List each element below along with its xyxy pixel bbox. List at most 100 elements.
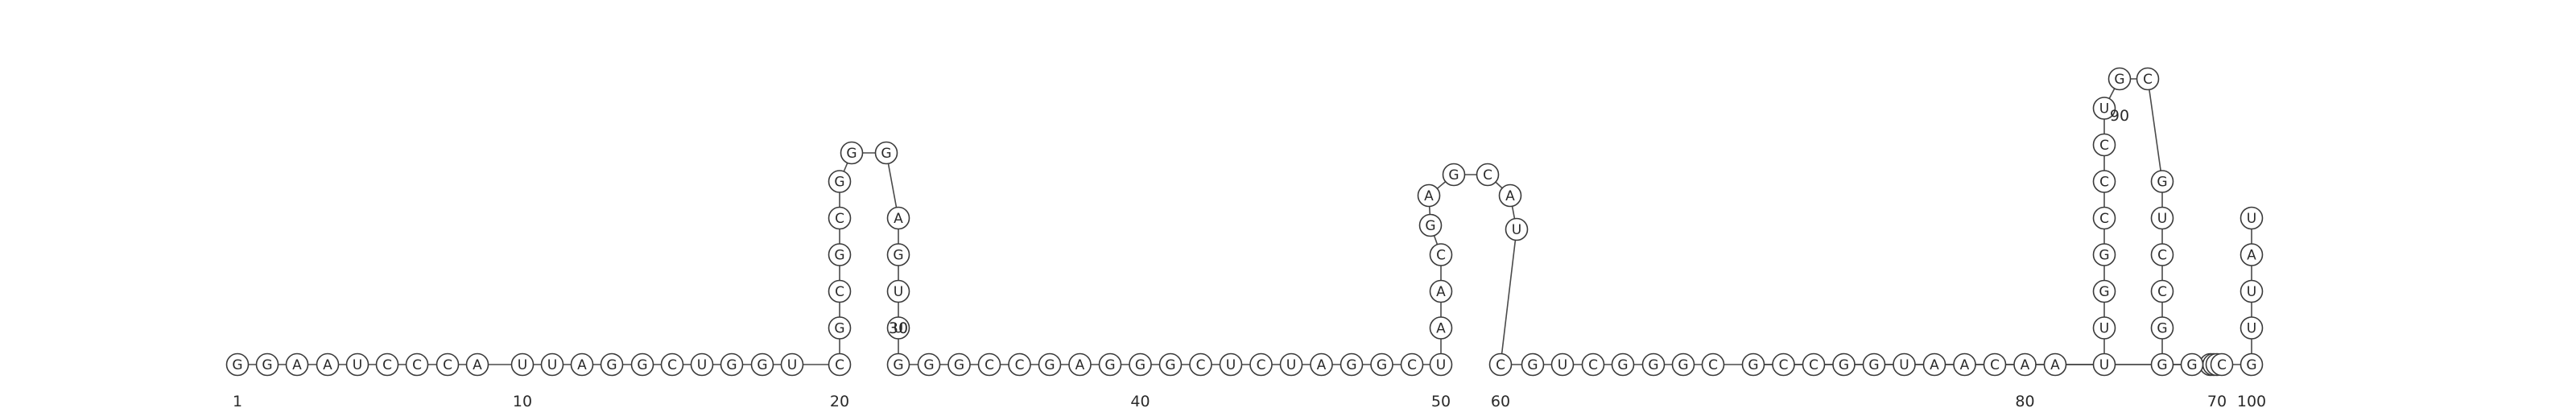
nucleotide: G [1370,352,1393,377]
svg-text:G: G [1425,218,1435,234]
svg-text:G: G [1678,357,1688,373]
nucleotide: C [1772,352,1795,377]
nucleotide: U [2092,352,2116,377]
svg-text:G: G [232,357,242,373]
nucleotide: A [1417,183,1441,208]
svg-text:G: G [1617,357,1628,373]
svg-text:G: G [881,146,891,162]
nucleotide: G [750,352,774,377]
svg-text:U: U [2099,101,2109,117]
svg-text:A: A [1436,284,1446,300]
svg-text:C: C [443,357,452,373]
svg-text:U: U [787,357,797,373]
nucleotide: C [1476,163,1500,187]
svg-text:U: U [2099,321,2109,337]
position-number: 10 [513,393,532,408]
svg-text:C: C [1436,248,1446,264]
svg-text:U: U [697,357,707,373]
svg-text:A: A [577,357,587,373]
svg-text:G: G [893,248,903,264]
svg-text:G: G [1135,357,1146,373]
nucleotide: U [1505,217,1529,241]
svg-text:C: C [2143,72,2153,88]
svg-text:C: C [1196,357,1206,373]
svg-text:A: A [1960,357,1970,373]
svg-text:A: A [323,357,332,373]
nucleotide: A [2013,352,2037,377]
nucleotide: A [1953,352,1976,377]
nucleotide: U [2240,206,2264,230]
nucleotide: C [436,352,460,377]
svg-text:G: G [1346,357,1356,373]
nucleotide: U [540,352,564,377]
svg-text:G: G [1044,357,1055,373]
nucleotide: G [828,243,852,266]
nucleotide: U [2092,316,2116,340]
nucleotide: U [1429,352,1453,377]
nucleotide: G [2092,279,2116,303]
svg-text:C: C [835,211,844,227]
svg-text:G: G [834,248,844,264]
nucleotide: A [1922,352,1946,377]
svg-text:C: C [2157,248,2167,264]
svg-text:G: G [2186,357,2197,373]
svg-text:C: C [2099,175,2109,191]
nucleotide: C [1488,352,1513,377]
svg-text:C: C [1809,357,1818,373]
nucleotide: G [1862,352,1886,377]
svg-text:G: G [637,357,647,373]
nucleotide: G [947,352,971,377]
svg-text:G: G [262,357,272,373]
svg-text:U: U [547,357,557,373]
nucleotide: G [886,243,910,266]
svg-text:U: U [2157,211,2167,227]
nucleotide: C [2092,206,2116,230]
nucleotide: G [720,352,744,377]
svg-text:G: G [1527,357,1538,373]
nucleotide: A [1429,316,1453,340]
nucleotide: G [874,141,898,165]
position-number: 1 [233,393,242,408]
svg-text:U: U [2099,357,2109,373]
nucleotide: C [1400,352,1424,377]
nucleotide: G [828,316,852,340]
nucleotide: U [510,352,535,377]
svg-text:G: G [834,175,844,191]
svg-text:A: A [2050,357,2060,373]
nucleotide: U [2092,97,2116,120]
svg-text:G: G [1448,167,1459,183]
nucleotide: A [316,352,340,377]
nucleotide: G [2092,243,2116,266]
svg-text:C: C [2099,211,2109,227]
svg-text:C: C [1708,357,1718,373]
svg-text:U: U [353,357,362,373]
svg-text:A: A [1075,357,1085,373]
nucleotide: G [917,352,941,377]
nucleotide: A [1498,183,1522,208]
svg-text:U: U [518,357,527,373]
nucleotide: U [1893,352,1916,377]
nucleotide: U [886,279,910,303]
backbone-layer [237,78,2252,365]
svg-text:A: A [2021,357,2030,373]
svg-text:G: G [2099,248,2109,264]
nucleotide: C [828,206,852,230]
nucleotide: G [1641,352,1666,377]
position-number: 20 [830,393,849,408]
svg-text:C: C [667,357,677,373]
nucleotide: A [285,352,309,377]
svg-text:A: A [1424,188,1434,204]
nucleotide: A [2043,352,2067,377]
svg-text:C: C [1257,357,1266,373]
svg-text:U: U [1226,357,1236,373]
svg-text:C: C [1990,357,2000,373]
nucleotide: G [1611,352,1635,377]
nucleotide: U [2240,316,2264,340]
nucleotide: G [1038,352,1062,377]
svg-text:G: G [606,357,617,373]
svg-text:G: G [1748,357,1758,373]
nucleotide: U [2240,279,2264,303]
nucleotide: G [1671,352,1695,377]
